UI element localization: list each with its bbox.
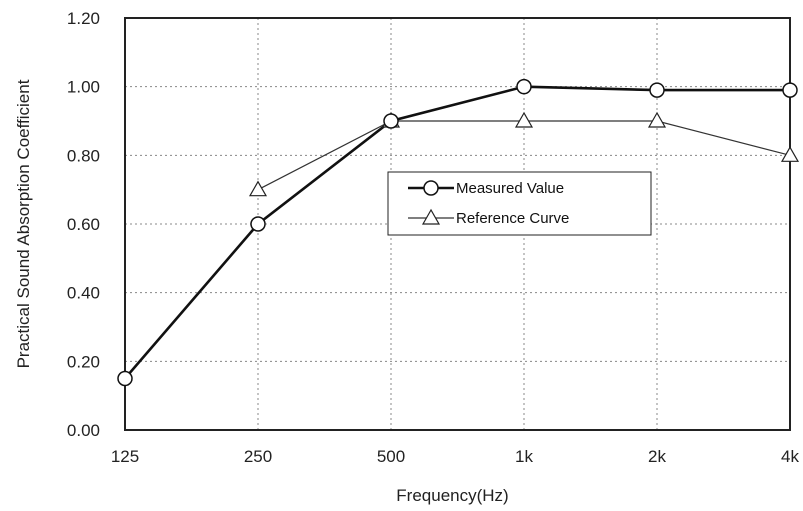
x-tick-labels: 125 250 500 1k 2k 4k [111, 447, 800, 466]
measured-value-line [124, 85, 790, 380]
x-tick-label: 1k [515, 447, 533, 466]
measured-value-point [250, 216, 266, 232]
reference-curve-point [248, 180, 268, 197]
legend-reference-curve-label: Reference Curve [456, 210, 569, 227]
reference-curve-point [780, 146, 800, 162]
measured-value-point [649, 82, 665, 98]
series-layer [117, 78, 800, 387]
y-tick-label: 1.20 [67, 9, 100, 28]
legend: Measured Value Reference Curve [387, 171, 652, 236]
x-axis-title: Frequency(Hz) [396, 486, 508, 505]
x-tick-label: 4k [781, 447, 799, 466]
measured-value-point [516, 78, 532, 95]
reference-curve-point [514, 111, 534, 128]
legend-measured-value-marker [423, 180, 439, 196]
x-tick-label: 250 [244, 447, 272, 466]
y-tick-label: 0.40 [67, 284, 100, 303]
x-tick-label: 500 [377, 447, 405, 466]
measured-value-point [117, 370, 133, 387]
x-tick-label: 2k [648, 447, 666, 466]
y-tick-label: 0.20 [67, 352, 100, 371]
legend-measured-value-label: Measured Value [456, 180, 564, 197]
y-tick-label: 1.00 [67, 78, 100, 97]
y-tick-label: 0.60 [67, 215, 100, 234]
y-tick-label: 0.00 [67, 421, 100, 440]
reference-curve-point [647, 111, 667, 128]
y-axis-title: Practical Sound Absorption Coefficient [14, 79, 33, 368]
measured-value-point [782, 82, 798, 98]
x-tick-label: 125 [111, 447, 139, 466]
y-tick-label: 0.80 [67, 146, 100, 165]
legend-reference-curve-marker [421, 208, 441, 225]
plot-frame [124, 17, 791, 431]
measured-value-point [383, 113, 399, 129]
y-tick-labels: 0.00 0.20 0.40 0.60 0.80 1.00 1.20 [67, 9, 100, 440]
